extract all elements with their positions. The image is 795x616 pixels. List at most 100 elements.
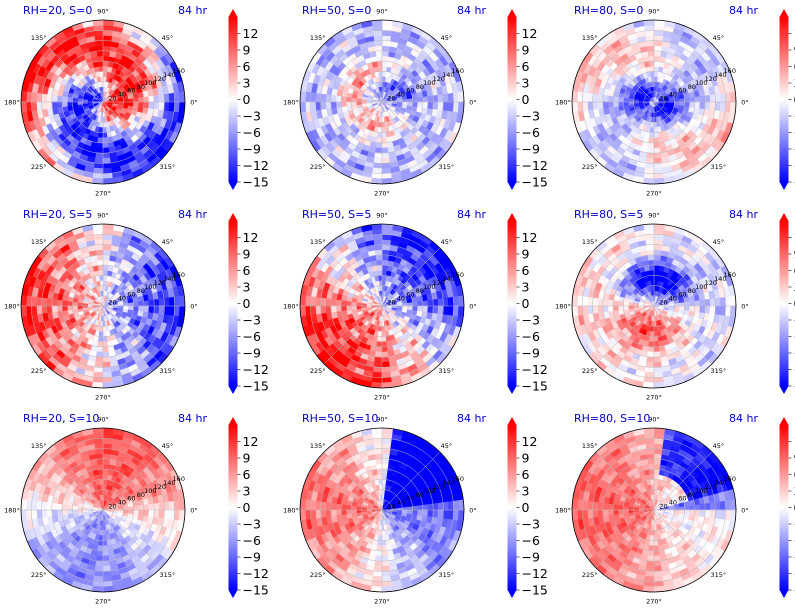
field-cell (31, 297, 37, 306)
field-cell (652, 316, 654, 321)
field-cell (47, 299, 53, 306)
theta-tick-label: 315° (160, 367, 176, 375)
field-cell (382, 51, 389, 57)
field-cell (372, 229, 382, 235)
colorbar-extend-bottom (780, 386, 789, 394)
field-cell (372, 25, 382, 31)
field-cell (654, 270, 659, 275)
panel-time: 84 hr (178, 4, 207, 17)
field-cell (373, 163, 382, 169)
field-cell (103, 280, 106, 285)
field-cell (593, 298, 599, 306)
field-cell (36, 297, 42, 306)
theta-tick-label: 90° (97, 8, 109, 16)
field-cell (648, 260, 654, 265)
field-cell (654, 372, 663, 378)
field-cell (133, 306, 138, 311)
theta-tick-label: 0° (741, 303, 748, 311)
field-cell (103, 250, 110, 256)
field-cell (382, 245, 390, 251)
field-cell (645, 30, 654, 36)
field-cell (373, 367, 382, 373)
colorbar-bar (229, 221, 238, 386)
field-cell (103, 377, 113, 383)
theta-tick-label: 135° (582, 238, 598, 246)
field-cell (375, 51, 382, 57)
theta-tick-label: 225° (31, 163, 47, 171)
colorbar-extend-bottom (229, 386, 238, 394)
field-cell (453, 306, 459, 316)
field-cell (331, 306, 337, 313)
field-cell (351, 302, 356, 306)
field-cell (582, 102, 588, 111)
field-cell (443, 306, 449, 315)
colorbar-extend-top (229, 9, 238, 17)
field-cell (310, 102, 316, 111)
field-cell (453, 296, 459, 306)
colorbar-tick-label: 3 (243, 76, 251, 91)
field-cell (669, 306, 674, 309)
field-cell (57, 96, 62, 102)
field-cell (169, 93, 175, 102)
field-cell (373, 35, 382, 41)
field-cell (26, 92, 32, 102)
field-cell (382, 234, 391, 240)
field-cell (582, 297, 588, 306)
field-cell (376, 347, 382, 352)
field-cell (382, 239, 391, 245)
field-cell (654, 46, 661, 52)
field-cell (382, 153, 389, 159)
field-cell (52, 102, 58, 109)
field-cell (690, 102, 695, 107)
field-cell (628, 99, 633, 102)
field-cell (647, 46, 654, 52)
field-cell (382, 82, 385, 87)
field-cell (103, 234, 112, 240)
field-cell (103, 153, 110, 159)
field-cell (382, 71, 386, 76)
field-cell (103, 173, 113, 179)
field-cell (321, 94, 327, 102)
field-cell (644, 25, 654, 31)
field-cell (315, 102, 321, 111)
field-cell (382, 367, 391, 373)
field-cell (144, 102, 149, 108)
field-cell (674, 306, 679, 309)
field-cell (42, 94, 48, 102)
field-cell (654, 362, 662, 368)
field-cell (379, 117, 382, 122)
field-cell (377, 342, 382, 347)
field-cell (382, 260, 388, 265)
field-cell (123, 306, 128, 309)
theta-tick-label: 270° (646, 190, 662, 198)
field-cell (650, 331, 654, 336)
field-cell (654, 255, 661, 261)
field-cell (94, 168, 103, 174)
field-cell (684, 306, 689, 311)
field-cell (382, 35, 391, 41)
field-cell (705, 95, 711, 102)
radial-tick-label: 40 (669, 91, 677, 99)
radial-tick-label: 40 (118, 295, 126, 303)
field-cell (648, 56, 654, 61)
field-cell (88, 100, 93, 102)
field-cell (428, 102, 434, 109)
field-cell (613, 301, 618, 306)
colorbar-tick-label: −9 (522, 346, 540, 361)
field-cell (95, 41, 103, 47)
colorbar-bar (780, 221, 789, 386)
field-cell (710, 102, 716, 110)
field-cell (654, 61, 659, 66)
field-cell (654, 41, 662, 47)
field-cell (639, 304, 644, 306)
field-cell (654, 153, 661, 159)
field-cell (77, 99, 82, 102)
field-cell (651, 122, 654, 127)
field-cell (705, 306, 711, 313)
theta-tick-label: 90° (648, 212, 660, 220)
field-cell (412, 102, 417, 107)
field-cell (684, 102, 689, 107)
field-cell (373, 168, 382, 174)
